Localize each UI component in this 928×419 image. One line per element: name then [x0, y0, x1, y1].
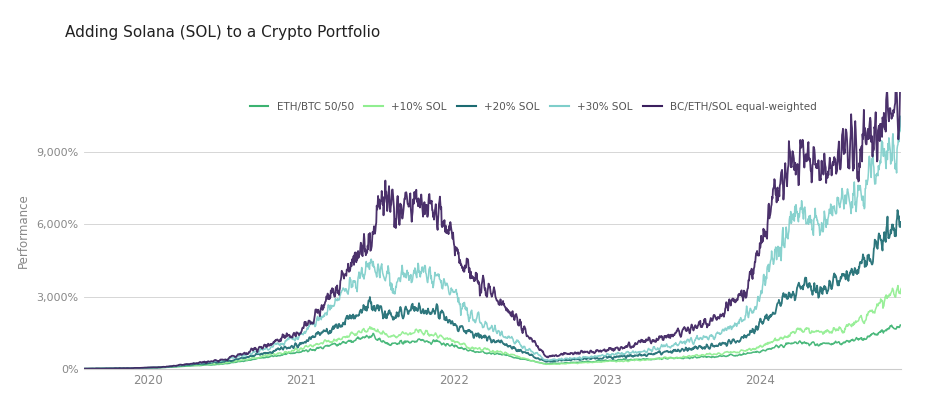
+20% SOL: [78, 366, 89, 371]
+20% SOL: [415, 311, 426, 316]
ETH/BTC 50/50: [124, 366, 135, 371]
Line: +20% SOL: +20% SOL: [84, 210, 900, 369]
BC/ETH/SOL equal-weighted: [895, 62, 906, 67]
+30% SOL: [412, 267, 423, 272]
ETH/BTC 50/50: [894, 322, 905, 327]
+30% SOL: [894, 114, 905, 119]
+30% SOL: [125, 366, 136, 371]
Line: +10% SOL: +10% SOL: [84, 286, 900, 369]
BC/ETH/SOL equal-weighted: [125, 366, 136, 371]
+20% SOL: [895, 220, 906, 225]
+10% SOL: [415, 329, 426, 334]
BC/ETH/SOL equal-weighted: [252, 346, 264, 351]
ETH/BTC 50/50: [252, 355, 264, 360]
ETH/BTC 50/50: [383, 342, 394, 347]
Line: ETH/BTC 50/50: ETH/BTC 50/50: [84, 325, 900, 369]
BC/ETH/SOL equal-weighted: [384, 205, 395, 210]
ETH/BTC 50/50: [411, 339, 422, 344]
Legend: ETH/BTC 50/50, +10% SOL, +20% SOL, +30% SOL, BC/ETH/SOL equal-weighted: ETH/BTC 50/50, +10% SOL, +20% SOL, +30% …: [245, 97, 820, 116]
+10% SOL: [892, 283, 903, 288]
+10% SOL: [383, 334, 394, 339]
BC/ETH/SOL equal-weighted: [636, 339, 647, 344]
+20% SOL: [411, 308, 422, 313]
+30% SOL: [78, 366, 89, 371]
+20% SOL: [891, 207, 902, 212]
+10% SOL: [252, 356, 264, 361]
BC/ETH/SOL equal-weighted: [895, 65, 906, 70]
BC/ETH/SOL equal-weighted: [78, 366, 89, 371]
BC/ETH/SOL equal-weighted: [81, 366, 92, 371]
ETH/BTC 50/50: [895, 323, 906, 328]
+20% SOL: [383, 308, 394, 313]
+10% SOL: [124, 366, 135, 371]
+20% SOL: [124, 366, 135, 371]
+10% SOL: [78, 366, 89, 371]
Line: +30% SOL: +30% SOL: [84, 116, 900, 369]
ETH/BTC 50/50: [415, 338, 426, 343]
+30% SOL: [78, 366, 89, 371]
+10% SOL: [895, 286, 906, 291]
+30% SOL: [252, 351, 264, 356]
Y-axis label: Performance: Performance: [17, 193, 30, 268]
+10% SOL: [636, 358, 647, 363]
+30% SOL: [636, 349, 647, 354]
+20% SOL: [636, 353, 647, 358]
ETH/BTC 50/50: [636, 357, 647, 362]
BC/ETH/SOL equal-weighted: [412, 199, 423, 204]
ETH/BTC 50/50: [78, 366, 89, 371]
Line: BC/ETH/SOL equal-weighted: BC/ETH/SOL equal-weighted: [84, 65, 900, 369]
+30% SOL: [384, 282, 395, 287]
+20% SOL: [252, 352, 264, 357]
+30% SOL: [895, 128, 906, 133]
+30% SOL: [416, 266, 427, 272]
Text: Adding Solana (SOL) to a Crypto Portfolio: Adding Solana (SOL) to a Crypto Portfoli…: [65, 25, 380, 40]
BC/ETH/SOL equal-weighted: [416, 198, 427, 203]
+10% SOL: [411, 328, 422, 333]
